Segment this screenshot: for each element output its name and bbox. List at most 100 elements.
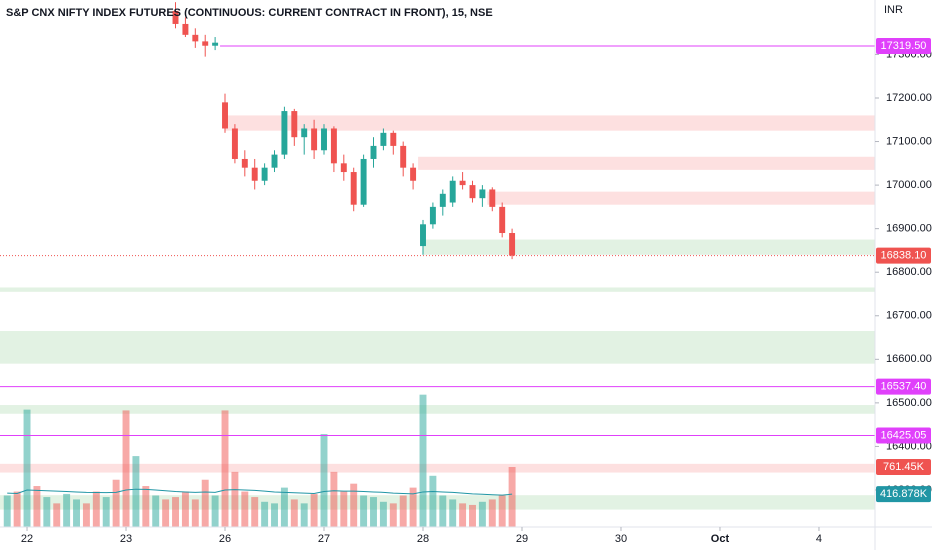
zone xyxy=(0,287,875,292)
volume-bar xyxy=(280,487,288,527)
volume-bar xyxy=(399,495,407,527)
zone xyxy=(418,156,875,170)
y-tick-label: 17000.00 xyxy=(886,179,932,191)
volume-bar xyxy=(498,495,506,527)
currency: INR xyxy=(884,4,903,16)
price-line-label-box xyxy=(876,427,931,444)
price-line-label-box xyxy=(876,378,931,395)
volume-bar xyxy=(429,475,437,527)
volume-bar xyxy=(53,503,61,527)
price-line-label: 16537.40 xyxy=(881,380,927,392)
x-tick-label: 4 xyxy=(816,533,822,545)
volume-bar xyxy=(251,497,259,527)
x-tick-label: Oct xyxy=(711,533,730,545)
candle-body xyxy=(340,163,347,173)
candle-body xyxy=(222,102,228,129)
volume-bar xyxy=(241,491,249,527)
x-tick-label: 26 xyxy=(219,533,231,545)
candle-body xyxy=(429,206,436,225)
candle-body xyxy=(499,206,506,234)
volume-bar xyxy=(162,499,170,527)
volume-bar xyxy=(389,503,397,527)
volume-bar xyxy=(132,456,140,527)
volume-bar xyxy=(271,503,278,527)
volume-bar xyxy=(439,495,447,527)
chart-title: S&P CNX NIFTY INDEX FUTURES (CONTINUOUS:… xyxy=(6,7,493,19)
candle-body xyxy=(301,128,308,138)
volume-bar xyxy=(102,497,110,527)
candle-body xyxy=(449,180,456,203)
volume-bar xyxy=(370,497,377,527)
volume-bar xyxy=(142,486,150,527)
volume-ma-label-box xyxy=(876,486,931,503)
volume-bar xyxy=(92,491,100,527)
zone xyxy=(0,495,875,510)
candle-body xyxy=(321,128,327,151)
volume-bar xyxy=(310,493,318,527)
candle-body xyxy=(261,167,268,181)
volume-bar xyxy=(191,499,199,527)
volume-bar xyxy=(181,491,189,527)
candle-body xyxy=(281,111,288,155)
x-tick-label: 29 xyxy=(516,533,528,545)
volume-label: 761.45K xyxy=(883,461,925,473)
y-tick-label: 16600.00 xyxy=(886,353,932,365)
candle-body xyxy=(489,189,496,207)
candle-body xyxy=(291,111,298,138)
zone xyxy=(0,331,875,364)
y-tick-label: 16500.00 xyxy=(886,397,932,409)
candle-body xyxy=(469,185,476,199)
x-tick-label: 30 xyxy=(615,533,627,545)
volume-bar xyxy=(201,479,209,527)
candle-body xyxy=(330,128,337,164)
volume-bar xyxy=(488,499,496,527)
zone xyxy=(422,239,875,255)
candle-body xyxy=(479,189,486,199)
price-line-label: 17319.50 xyxy=(881,40,927,52)
volume-bar xyxy=(152,495,160,527)
x-tick-label: 22 xyxy=(21,533,33,545)
y-tick-label: 16800.00 xyxy=(886,266,932,278)
volume-bar xyxy=(360,495,368,527)
candle-body xyxy=(311,128,318,151)
volume-bar xyxy=(23,409,31,527)
price-line-label-box xyxy=(876,247,931,264)
volume-bar xyxy=(469,504,476,527)
candle-body xyxy=(439,193,446,207)
volume-bar xyxy=(409,487,417,527)
y-tick-label: 17200.00 xyxy=(886,92,932,104)
candle-body xyxy=(212,42,219,46)
candle-body xyxy=(271,154,278,168)
candle-body xyxy=(182,23,189,35)
volume-label-box xyxy=(876,459,931,476)
axes: 16300.0016400.0016500.0016600.0016700.00… xyxy=(21,37,932,545)
volume-bar xyxy=(13,491,21,527)
price-line-label: 16838.10 xyxy=(881,250,927,262)
volume-bar xyxy=(419,394,427,527)
x-tick-label: 27 xyxy=(318,533,330,545)
price-line-label: 16425.05 xyxy=(881,429,927,441)
candle-body xyxy=(350,172,357,205)
volume-bar xyxy=(33,486,41,527)
candle-body xyxy=(241,158,248,168)
y-tick-label: 16900.00 xyxy=(886,223,932,235)
volume-bar xyxy=(43,497,51,527)
price-line-label-box xyxy=(876,37,931,54)
candle-body xyxy=(459,180,466,186)
volume-ma-line xyxy=(7,488,513,496)
volume-bar xyxy=(320,434,328,527)
volume-bar xyxy=(261,501,269,527)
volume-bar xyxy=(211,495,219,527)
x-tick-label: 28 xyxy=(417,533,429,545)
candle-body xyxy=(390,132,397,146)
volume-bar xyxy=(112,479,120,527)
candle-body xyxy=(202,41,209,46)
volume-bar xyxy=(478,501,486,527)
volume-bar xyxy=(63,493,71,527)
volume-bar xyxy=(3,495,11,527)
volume-bar xyxy=(330,471,338,527)
candle-body xyxy=(380,132,387,146)
volume-bar xyxy=(122,410,130,527)
